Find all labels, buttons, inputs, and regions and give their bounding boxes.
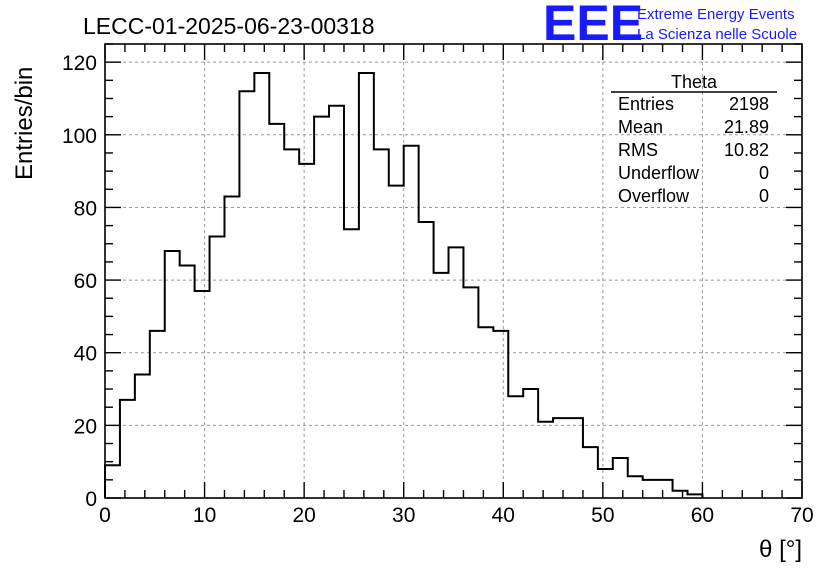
stats-row-label: Mean [618, 117, 663, 137]
x-tick-label: 70 [790, 504, 813, 527]
histogram-bin [658, 480, 673, 498]
stats-row-value: 0 [759, 163, 769, 183]
stats-row-value: 10.82 [724, 140, 769, 160]
histogram-bin [553, 418, 568, 498]
histogram-bin [105, 465, 120, 498]
histogram-bin [180, 266, 195, 498]
histogram-bin [254, 73, 269, 498]
x-tick-label: 60 [691, 504, 714, 527]
histogram-bin [165, 251, 180, 498]
stats-row-label: Underflow [618, 163, 700, 183]
chart-title: LECC-01-2025-06-23-00318 [83, 13, 375, 39]
histogram-bin [673, 491, 688, 498]
y-tick-label: 40 [74, 343, 97, 366]
stats-row-label: Overflow [618, 186, 690, 206]
histogram-bin [344, 229, 359, 498]
x-tick-label: 30 [392, 504, 415, 527]
y-tick-label: 100 [62, 125, 97, 148]
histogram-bin [299, 164, 314, 498]
histogram-bin [269, 124, 284, 498]
x-tick-label: 20 [292, 504, 315, 527]
x-tick-label: 50 [591, 504, 614, 527]
histogram-bin [508, 396, 523, 498]
x-axis-label: θ [°] [759, 536, 802, 563]
stats-title: Theta [671, 72, 718, 92]
histogram-bin [389, 186, 404, 498]
histogram-series [104, 72, 704, 498]
stats-row-value: 21.89 [724, 117, 769, 137]
histogram-bin [463, 287, 478, 498]
histogram-bin [583, 447, 598, 498]
histogram-bin [568, 418, 583, 498]
logo-line-1: Extreme Energy Events [637, 6, 795, 23]
histogram-bin [210, 236, 225, 498]
y-tick-label: 20 [74, 415, 97, 438]
x-tick-labels: 0 10 20 30 40 50 60 70 [99, 504, 814, 527]
logo-line-2: La Scienza nelle Scuole [637, 26, 797, 43]
y-axis-label: Entries/bin [11, 67, 38, 180]
histogram-bin [478, 327, 493, 498]
y-tick-label: 60 [74, 270, 97, 293]
histogram-bin [314, 117, 329, 498]
histogram-bin [628, 476, 643, 498]
stats-row-label: RMS [618, 140, 658, 160]
histogram-bin [523, 389, 538, 498]
axes [104, 43, 803, 499]
x-tick-label: 10 [193, 504, 216, 527]
histogram-bin [643, 480, 658, 498]
histogram-bin [374, 149, 389, 498]
histogram-bin [538, 422, 553, 498]
histogram-bin [284, 149, 299, 498]
y-tick-label: 120 [62, 52, 97, 75]
histogram-bin [135, 375, 150, 498]
y-tick-labels: 0 20 40 60 80 100 120 [62, 52, 97, 511]
histogram-bin [598, 469, 613, 498]
histogram-bin [120, 400, 135, 498]
stats-row-value: 0 [759, 186, 769, 206]
plot-frame [104, 43, 803, 499]
stats-box: Theta Entries 2198 Mean 21.89 RMS 10.82 Underf… [611, 72, 777, 206]
stats-rows: Entries 2198 Mean 21.89 RMS 10.82 Underflow 0 Ov… [618, 94, 769, 206]
eee-logo-mark: EEE [543, 0, 643, 51]
histogram-bin [329, 106, 344, 498]
stats-row-label: Entries [618, 94, 674, 114]
histogram-bin [613, 458, 628, 498]
histogram-bin [224, 197, 239, 498]
histogram-bin [404, 146, 419, 498]
histogram-bin [434, 273, 449, 498]
histogram-bin [359, 73, 374, 498]
histogram-bin [419, 222, 434, 498]
y-tick-label: 0 [85, 488, 97, 511]
x-tick-label: 40 [492, 504, 515, 527]
histogram-outline [104, 72, 704, 498]
stats-row-value: 2198 [729, 94, 769, 114]
histogram-bin [449, 247, 464, 498]
histogram-bin [493, 331, 508, 498]
y-tick-label: 80 [74, 197, 97, 220]
histogram-bin [150, 331, 165, 498]
histogram-bin [195, 291, 210, 498]
x-tick-label: 0 [99, 504, 111, 527]
grid [105, 44, 802, 498]
histogram-bin [239, 91, 254, 498]
